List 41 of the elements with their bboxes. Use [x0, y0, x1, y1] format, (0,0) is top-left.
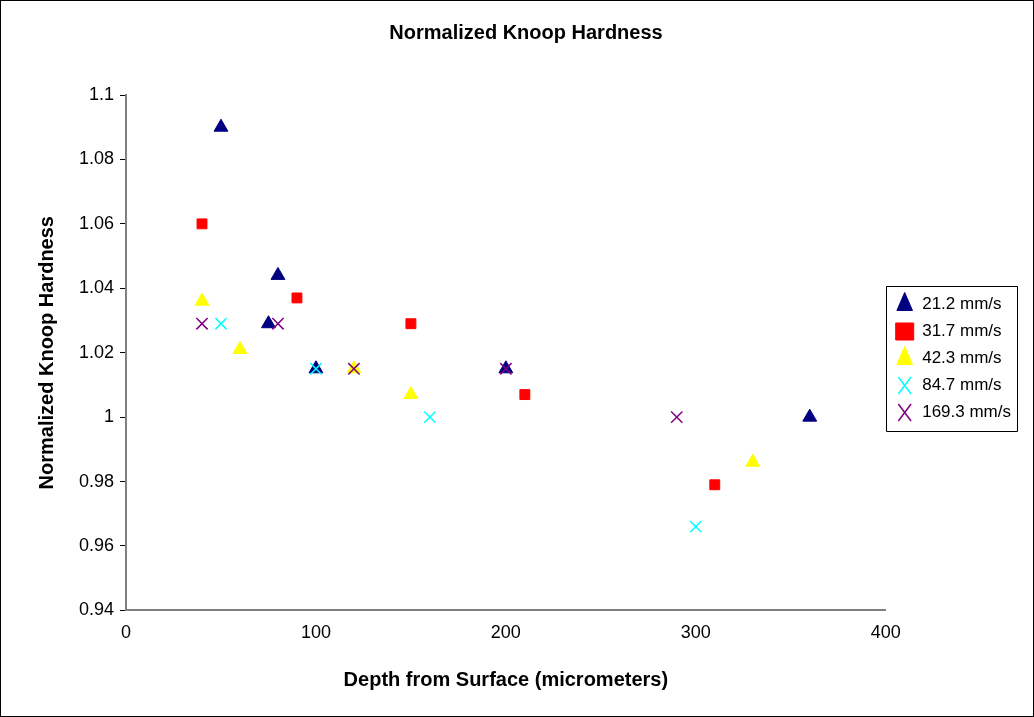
x-tick-label: 300	[680, 622, 711, 643]
y-tick-label: 0.98	[78, 470, 115, 491]
legend-label: 21.2 mm/s	[922, 294, 1002, 314]
legend-label: 31.7 mm/s	[922, 321, 1002, 341]
y-tick-label: 1.1	[89, 83, 115, 104]
x-tick-label: 0	[121, 622, 132, 643]
point	[423, 410, 437, 424]
point	[261, 315, 276, 329]
point	[689, 520, 703, 534]
point	[802, 408, 818, 422]
point	[670, 410, 684, 424]
point	[709, 479, 721, 491]
y-tick-label: 1.08	[78, 148, 115, 169]
point	[213, 118, 229, 132]
point	[270, 266, 286, 280]
point	[232, 340, 248, 354]
y-tick-label: 0.96	[78, 534, 115, 555]
x-tick-label: 200	[490, 622, 521, 643]
legend-label: 84.7 mm/s	[922, 375, 1002, 395]
x-tick-label: 100	[300, 622, 331, 643]
point	[195, 317, 209, 331]
point	[405, 318, 417, 330]
point	[194, 292, 210, 306]
point	[291, 292, 303, 304]
y-tick-label: 1.04	[78, 277, 115, 298]
legend-label: 42.3 mm/s	[922, 348, 1002, 368]
point	[271, 317, 285, 331]
chart-title: Normalized Knoop Hardness	[389, 20, 663, 43]
y-tick-label: 1	[104, 406, 115, 427]
y-tick-label: 0.94	[78, 599, 115, 620]
point	[745, 453, 761, 467]
point	[519, 389, 531, 401]
point	[403, 386, 419, 400]
point	[214, 317, 228, 331]
legend-label: 169.3 mm/s	[922, 402, 1011, 422]
y-axis-title: Normalized Knoop Hardness	[34, 216, 57, 490]
y-tick-label: 1.02	[78, 341, 115, 362]
y-tick-label: 1.06	[78, 212, 115, 233]
x-tick-label: 400	[870, 622, 901, 643]
x-axis-title: Depth from Surface (micrometers)	[343, 667, 669, 690]
point	[196, 218, 208, 230]
